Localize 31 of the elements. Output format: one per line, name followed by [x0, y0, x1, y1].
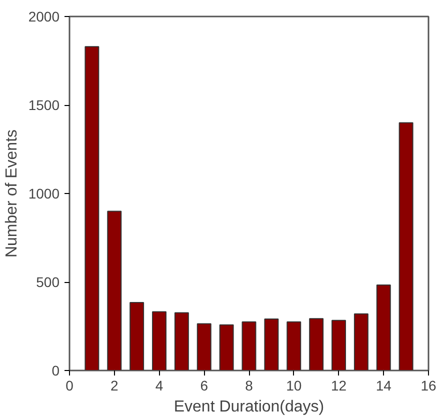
bar: [130, 302, 144, 370]
x-tick-label: 6: [200, 378, 208, 394]
x-tick-label: 4: [155, 378, 164, 394]
y-tick-label: 0: [52, 362, 60, 378]
bar: [264, 318, 279, 370]
y-tick-label: 2000: [28, 8, 60, 24]
bar: [376, 284, 391, 370]
bar: [196, 323, 212, 370]
bar: [332, 320, 346, 370]
bar: [152, 311, 166, 370]
y-tick-label: 1000: [28, 186, 60, 202]
bar: [354, 313, 368, 370]
x-tick-label: 14: [376, 378, 392, 394]
y-tick-label: 1500: [28, 97, 60, 113]
y-axis-title: Number of Events: [3, 129, 20, 258]
bar: [219, 324, 234, 370]
x-tick-label: 2: [110, 378, 118, 394]
y-tick-label: 500: [36, 274, 60, 290]
bar: [309, 318, 324, 370]
x-axis-title: Event Duration(days): [174, 398, 324, 416]
x-tick-label: 16: [420, 378, 436, 394]
bar: [84, 46, 100, 370]
bar: [398, 122, 414, 370]
bar: [107, 210, 122, 370]
bar: [242, 321, 256, 370]
x-tick-label: 12: [330, 378, 347, 394]
x-tick-label: 8: [245, 378, 254, 394]
bar: [286, 321, 302, 370]
x-tick-label: 10: [286, 378, 302, 394]
x-tick-label: 0: [66, 378, 74, 394]
bar: [174, 312, 189, 370]
